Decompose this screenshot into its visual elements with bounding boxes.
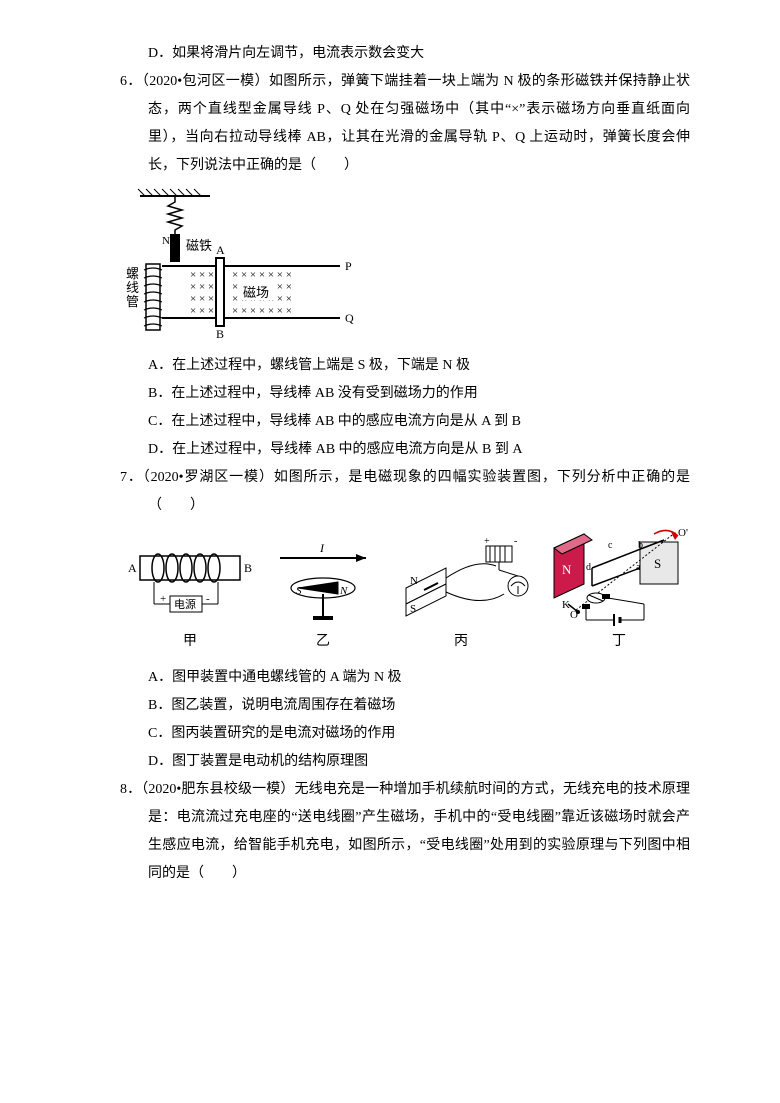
q7-label-d: 丁 — [544, 628, 694, 656]
svg-text:K: K — [562, 599, 570, 611]
svg-text:N: N — [562, 562, 572, 577]
q6-opt-d: D．在上述过程中，导线棒 AB 中的感应电流方向是从 B 到 A — [120, 436, 690, 464]
svg-text:× × ×: × × × — [190, 281, 214, 293]
svg-text:A: A — [128, 561, 137, 575]
svg-text:× × ×: × × × — [190, 305, 214, 317]
q7-opt-a: A．图甲装置中通电螺线管的 A 端为 N 极 — [120, 664, 690, 692]
q6-opt-c: C．在上述过程中，导线棒 AB 中的感应电流方向是从 A 到 B — [120, 408, 690, 436]
svg-text:N: N — [410, 575, 418, 587]
q5-opt-d: D．如果将滑片向左调节，电流表示数会变大 — [120, 40, 690, 68]
svg-text:c: c — [608, 540, 613, 551]
q7-fig-d: N S a b c d O O' — [544, 528, 694, 656]
q7-opt-b: B．图乙装置，说明电流周围存在着磁场 — [120, 692, 690, 720]
q6-B: B — [216, 327, 224, 341]
svg-text:-: - — [206, 593, 210, 605]
svg-text:d: d — [586, 562, 591, 573]
svg-text:× × × × × × ×: × × × × × × × — [232, 269, 292, 281]
svg-text:× × × × × × ×: × × × × × × × — [232, 305, 292, 317]
svg-text:+: + — [484, 538, 490, 547]
q6-P: P — [345, 259, 352, 273]
svg-text:N: N — [339, 585, 348, 597]
q6-stem: 6．（2020•包河区一模）如图所示，弹簧下端挂着一块上端为 N 极的条形磁铁并… — [120, 68, 690, 180]
q6-opt-a: A．在上述过程中，螺线管上端是 S 极，下端是 N 极 — [120, 352, 690, 380]
q7-figures: A B 电源 + - 甲 I S N — [120, 528, 690, 656]
svg-text:B: B — [244, 561, 252, 575]
q6-magnet-label: 磁铁 — [186, 238, 212, 253]
q6-N: N — [162, 235, 170, 247]
svg-text:I: I — [319, 541, 325, 555]
svg-text:电源: 电源 — [174, 597, 196, 611]
svg-text:× × ×: × × × — [190, 293, 214, 305]
q6-opt-b: B．在上述过程中，导线棒 AB 没有受到磁场力的作用 — [120, 380, 690, 408]
q6-field-label: 磁场 — [243, 285, 269, 300]
svg-text:S: S — [296, 585, 302, 597]
q7-opt-d: D．图丁装置是电动机的结构原理图 — [120, 748, 690, 776]
q7-stem: 7．（2020•罗湖区一模）如图所示，是电磁现象的四幅实验装置图，下列分析中正确… — [120, 464, 690, 520]
svg-text:b: b — [638, 540, 643, 551]
svg-text:× × ×: × × × — [190, 269, 214, 281]
q6-coil-l2: 线 — [126, 280, 139, 295]
q7-label-a: 甲 — [120, 628, 260, 656]
q7-opt-c: C．图丙装置研究的是电流对磁场的作用 — [120, 720, 690, 748]
q6-coil-l3: 管 — [126, 294, 139, 309]
svg-text:O': O' — [678, 528, 688, 539]
q8-stem: 8．（2020•肥东县校级一模）无线电充是一种增加手机续航时间的方式，无线充电的… — [120, 776, 690, 888]
q7-fig-b: I S N 乙 — [268, 538, 378, 656]
svg-text:+: + — [160, 593, 166, 605]
q7-label-c: 丙 — [386, 628, 536, 656]
q7-fig-a: A B 电源 + - 甲 — [120, 538, 260, 656]
svg-text:S: S — [654, 556, 661, 571]
svg-text:a: a — [636, 562, 641, 573]
q7-fig-c: N S + - 丙 — [386, 538, 536, 656]
q7-label-b: 乙 — [268, 628, 378, 656]
q6-A: A — [216, 243, 225, 257]
svg-text:-: - — [514, 538, 517, 547]
q6-diagram: N 磁铁 螺 线 管 P Q A B × × × — [120, 186, 690, 346]
q6-Q: Q — [345, 311, 354, 325]
svg-text:S: S — [410, 603, 416, 615]
q6-coil-l1: 螺 — [126, 266, 139, 281]
